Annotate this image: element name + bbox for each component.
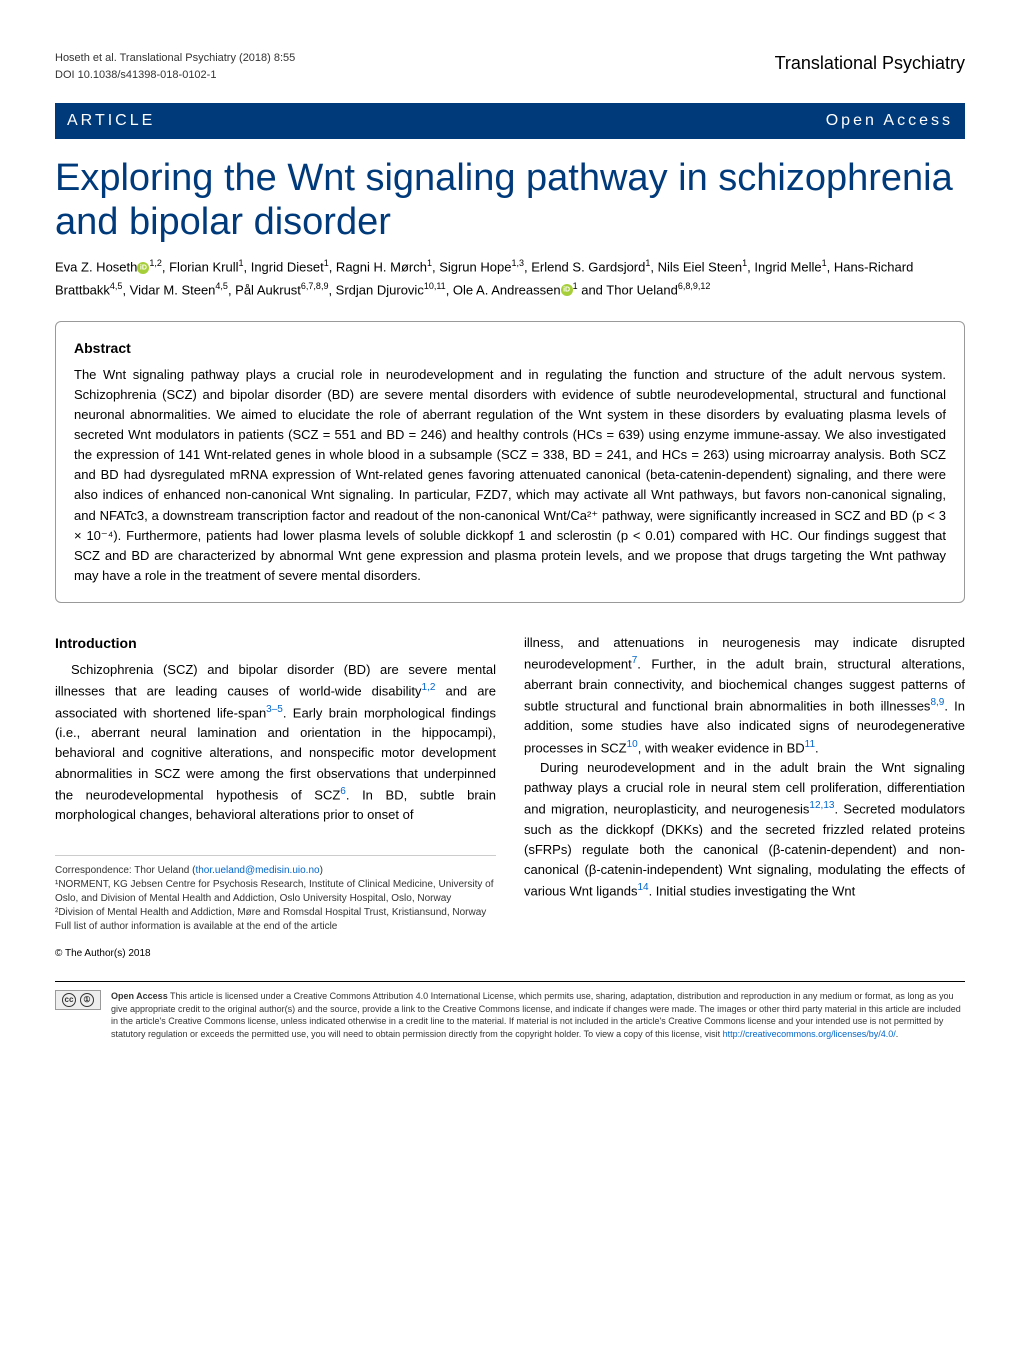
open-access-label: Open Access (826, 109, 953, 133)
correspondence-email-link[interactable]: thor.ueland@medisin.uio.no (195, 865, 319, 876)
affiliation-superscript: 10,11 (424, 281, 446, 291)
affiliation-superscript: 4,5 (110, 281, 123, 291)
author-name: , Florian Krull (162, 260, 239, 275)
body-columns: Introduction Schizophrenia (SCZ) and bip… (55, 633, 965, 934)
body-span: . (815, 740, 819, 755)
cc-by-icon: ① (80, 993, 94, 1007)
citation-header: Hoseth et al. Translational Psychiatry (… (55, 50, 295, 83)
author-name: , Erlend S. Gardsjord (524, 260, 645, 275)
reference-link[interactable]: 1,2 (422, 682, 436, 693)
correspondence-close: ) (320, 865, 323, 876)
license-text-container: Open Access This article is licensed und… (111, 990, 965, 1040)
affiliation-superscript: 1,2 (149, 258, 162, 268)
affiliation-superscript: 6,7,8,9 (301, 281, 329, 291)
author-name: , Ingrid Dieset (243, 260, 323, 275)
cc-license-badge: cc ① (55, 990, 101, 1010)
abstract-container: Abstract The Wnt signaling pathway plays… (55, 321, 965, 604)
body-span: , with weaker evidence in BD (638, 740, 805, 755)
reference-link[interactable]: 14 (637, 882, 648, 893)
citation-line: Hoseth et al. Translational Psychiatry (… (55, 50, 295, 67)
correspondence-line: Correspondence: Thor Ueland (thor.ueland… (55, 864, 496, 878)
left-column: Introduction Schizophrenia (SCZ) and bip… (55, 633, 496, 934)
open-access-bold: Open Access (111, 991, 168, 1001)
affiliation-superscript: 1,3 (511, 258, 524, 268)
author-name: , Pål Aukrust (228, 282, 301, 297)
affiliation-superscript: 4,5 (215, 281, 228, 291)
author-name: , Vidar M. Steen (122, 282, 215, 297)
copyright-line: © The Author(s) 2018 (55, 946, 965, 961)
body-span: . Initial studies investigating the Wnt (649, 884, 856, 899)
author-name: Eva Z. Hoseth (55, 260, 137, 275)
license-url-link[interactable]: http://creativecommons.org/licenses/by/4… (723, 1029, 896, 1039)
reference-link[interactable]: 11 (805, 739, 815, 750)
full-author-info-note: Full list of author information is avail… (55, 920, 496, 934)
orcid-icon[interactable] (561, 284, 573, 296)
correspondence-block: Correspondence: Thor Ueland (thor.ueland… (55, 855, 496, 934)
page-header: Hoseth et al. Translational Psychiatry (… (55, 50, 965, 83)
author-name: , Ole A. Andreassen (446, 282, 561, 297)
author-name: and Thor Ueland (578, 282, 678, 297)
reference-link[interactable]: 12,13 (809, 800, 834, 811)
license-block: cc ① Open Access This article is license… (55, 981, 965, 1040)
affiliation-text: ¹NORMENT, KG Jebsen Centre for Psychosis… (55, 878, 496, 906)
author-list: Eva Z. Hoseth1,2, Florian Krull1, Ingrid… (55, 256, 965, 300)
orcid-icon[interactable] (137, 262, 149, 274)
author-name: , Ingrid Melle (747, 260, 821, 275)
affiliation-text: ²Division of Mental Health and Addiction… (55, 906, 496, 920)
journal-name: Translational Psychiatry (775, 50, 965, 77)
author-name: , Sigrun Hope (432, 260, 512, 275)
author-name: , Nils Eiel Steen (650, 260, 742, 275)
body-paragraph: illness, and attenuations in neurogenesi… (524, 633, 965, 758)
reference-link[interactable]: 8,9 (930, 697, 944, 708)
cc-icon: cc (62, 993, 76, 1007)
article-type-bar: ARTICLE Open Access (55, 103, 965, 139)
introduction-heading: Introduction (55, 633, 496, 654)
abstract-heading: Abstract (74, 338, 946, 359)
right-column: illness, and attenuations in neurogenesi… (524, 633, 965, 934)
reference-link[interactable]: 3–5 (266, 704, 283, 715)
doi-line: DOI 10.1038/s41398-018-0102-1 (55, 67, 295, 84)
affiliation-superscript: 6,8,9,12 (678, 281, 711, 291)
correspondence-label: Correspondence: Thor Ueland ( (55, 865, 195, 876)
article-type-label: ARTICLE (67, 109, 155, 133)
author-name: , Srdjan Djurovic (328, 282, 423, 297)
reference-link[interactable]: 10 (627, 739, 638, 750)
abstract-text: The Wnt signaling pathway plays a crucia… (74, 365, 946, 587)
article-title: Exploring the Wnt signaling pathway in s… (55, 157, 965, 244)
author-name: , Ragni H. Mørch (329, 260, 427, 275)
body-paragraph: Schizophrenia (SCZ) and bipolar disorder… (55, 660, 496, 825)
body-paragraph: During neurodevelopment and in the adult… (524, 758, 965, 902)
